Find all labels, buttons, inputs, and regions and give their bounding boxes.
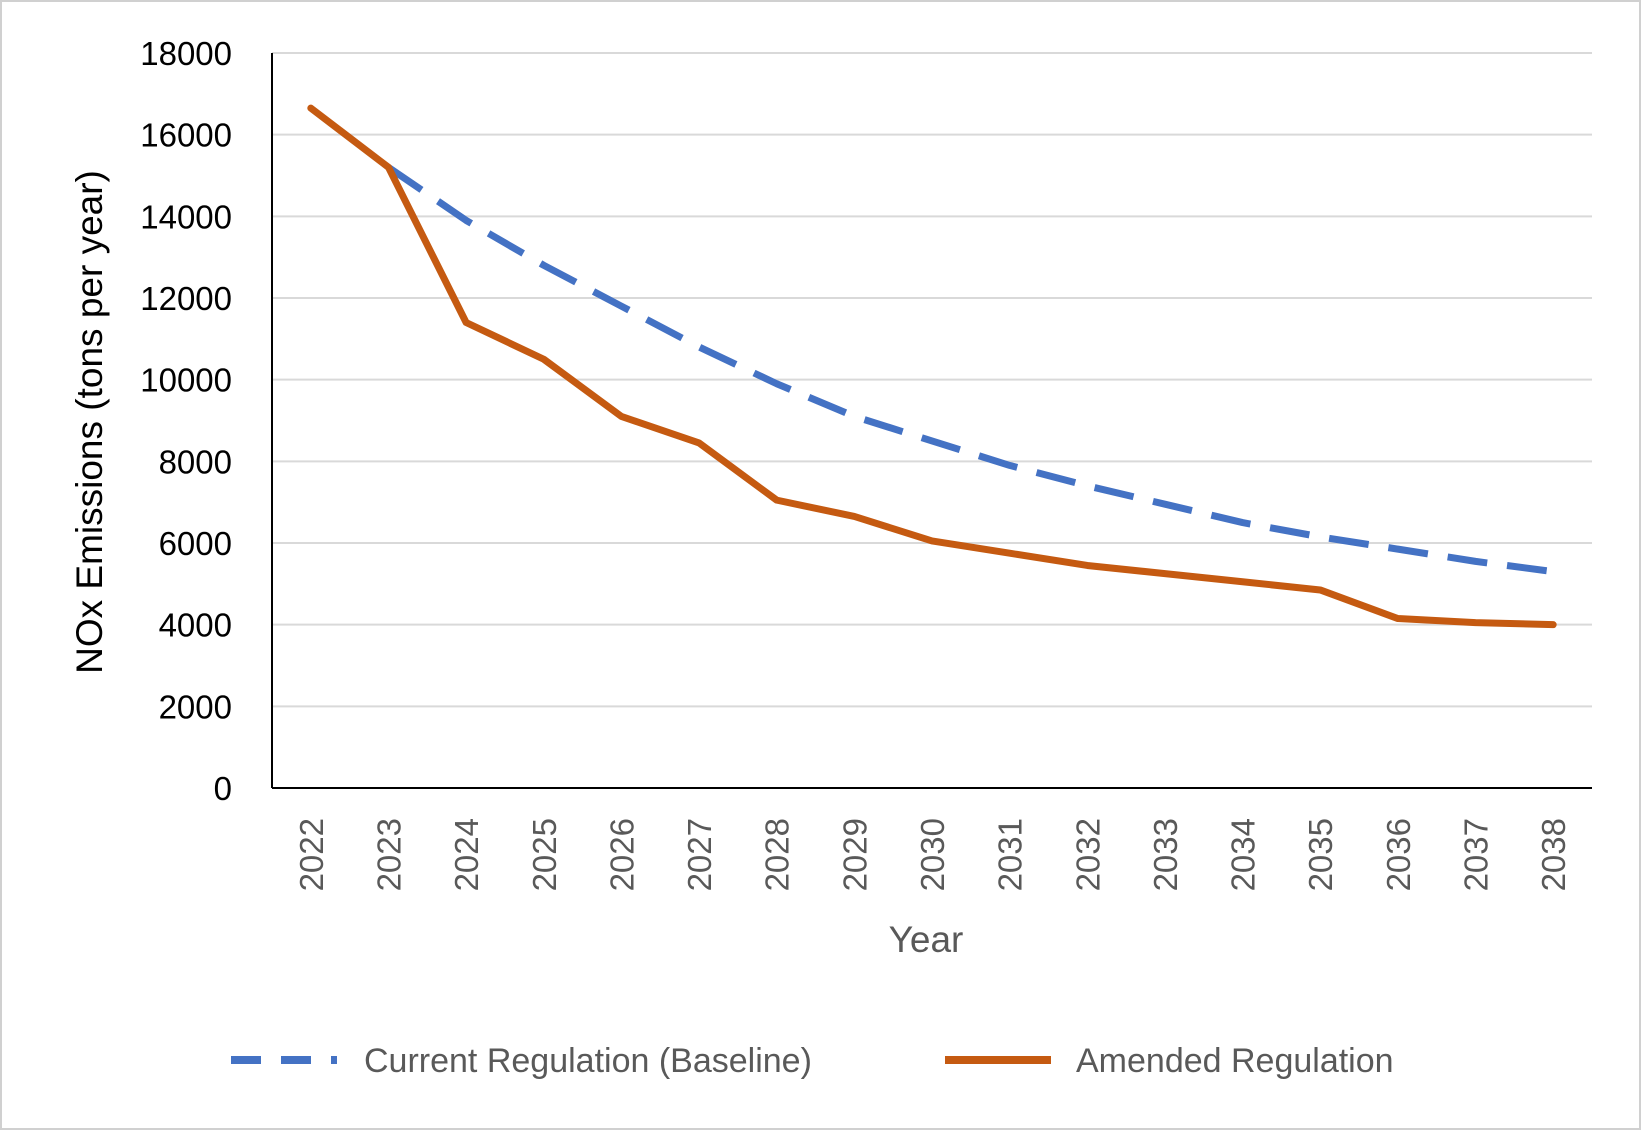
x-tick-label: 2038 [1535, 818, 1572, 891]
x-tick-label: 2036 [1380, 818, 1417, 891]
x-axis-title: Year [889, 919, 964, 960]
x-tick-label: 2031 [992, 818, 1029, 891]
x-tick-label: 2035 [1302, 818, 1339, 891]
x-tick-label: 2032 [1069, 818, 1106, 891]
y-tick-labels: 0 2000 4000 6000 8000 10000 12000 14000 16000 180… [140, 35, 232, 807]
axes [271, 53, 1592, 789]
x-tick-label: 2030 [914, 818, 951, 891]
y-axis-title: NOx Emissions (tons per year) [69, 170, 110, 674]
y-tick-label: 10000 [140, 362, 232, 399]
x-tick-label: 2029 [836, 818, 873, 891]
x-tick-label: 2027 [681, 818, 718, 891]
legend-label-amended: Amended Regulation [1076, 1042, 1394, 1080]
legend-label-baseline: Current Regulation (Baseline) [364, 1042, 812, 1080]
x-tick-label: 2026 [603, 818, 640, 891]
y-tick-label: 18000 [140, 35, 232, 72]
y-tick-label: 2000 [159, 688, 232, 725]
series-lines [307, 104, 1557, 629]
x-tick-label: 2023 [370, 818, 407, 891]
x-tick-label: 2022 [293, 818, 330, 891]
x-tick-label: 2025 [526, 818, 563, 891]
x-tick-label: 2033 [1147, 818, 1184, 891]
gridlines [272, 52, 1592, 708]
y-tick-label: 0 [214, 770, 232, 807]
x-tick-label: 2037 [1458, 818, 1495, 891]
y-tick-label: 6000 [159, 525, 232, 562]
x-tick-label: 2024 [448, 818, 485, 891]
x-tick-label: 2034 [1225, 818, 1262, 891]
y-tick-label: 12000 [140, 280, 232, 317]
y-tick-label: 4000 [159, 607, 232, 644]
y-tick-label: 14000 [140, 198, 232, 235]
series-line-baseline [386, 164, 1554, 576]
x-tick-label: 2028 [759, 818, 796, 891]
y-tick-label: 16000 [140, 117, 232, 154]
y-tick-label: 8000 [159, 443, 232, 480]
x-tick-labels: 2022 2023 2024 2025 2026 2027 2028 2029 2030 2031… [293, 818, 1572, 891]
legend: Current Regulation (Baseline) Amended Re… [231, 1042, 1394, 1080]
series-line-amended [307, 104, 1557, 629]
